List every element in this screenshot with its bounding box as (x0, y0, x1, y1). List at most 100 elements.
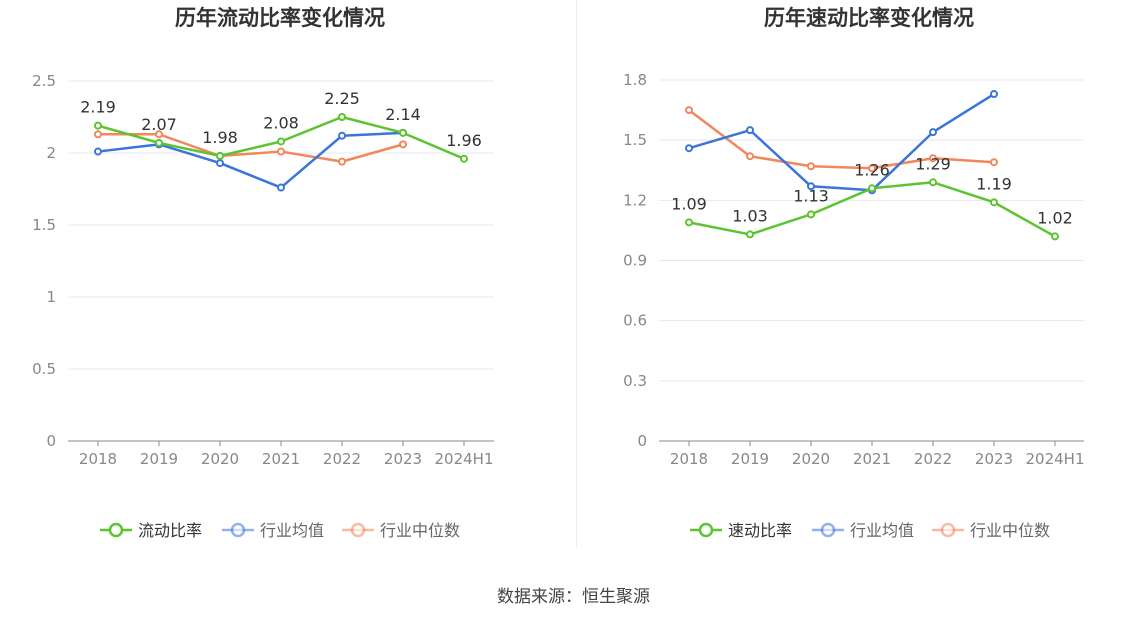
y-tick-label: 0.6 (623, 312, 647, 330)
data-point-industry_median (868, 164, 876, 173)
legend-label: 行业均值 (850, 521, 914, 540)
data-point-company (1051, 232, 1059, 241)
data-point-industry_avg (338, 131, 346, 140)
data-point-industry_avg (216, 159, 224, 168)
legend-marker (820, 522, 836, 538)
legend-marker (350, 522, 366, 538)
data-label: 1.03 (732, 206, 768, 225)
legend-marker (698, 522, 714, 538)
x-tick-label: 2020 (201, 450, 239, 468)
legend-label: 行业中位数 (380, 521, 460, 540)
data-point-company (277, 137, 285, 146)
data-point-company (685, 218, 693, 227)
legend-item-industry_median: 行业中位数 (932, 521, 1050, 540)
y-tick-label: 0 (46, 432, 56, 450)
x-tick-label: 2019 (731, 450, 769, 468)
data-point-company (929, 178, 937, 187)
legend-label: 速动比率 (728, 521, 792, 540)
x-tick-label: 2020 (792, 450, 830, 468)
data-point-industry_avg (929, 128, 937, 137)
data-point-industry_avg (990, 90, 998, 99)
data-label: 1.02 (1037, 208, 1073, 227)
data-point-industry_avg (685, 144, 693, 153)
data-point-industry_median (685, 106, 693, 115)
series-line-industry_median (98, 133, 404, 163)
legend-item-company: 速动比率 (690, 521, 792, 540)
y-tick-label: 0.3 (623, 372, 647, 390)
data-point-industry_avg (277, 183, 285, 192)
y-tick-label: 1.2 (623, 191, 647, 209)
data-point-industry_avg (746, 126, 754, 135)
data-point-company (94, 121, 102, 130)
legend-marker (940, 522, 956, 538)
data-point-company (868, 184, 876, 193)
x-tick-label: 2023 (975, 450, 1013, 468)
data-label: 1.26 (854, 160, 890, 179)
series-line-industry_avg (97, 131, 404, 189)
legend-item-company: 流动比率 (100, 521, 202, 540)
y-tick-label: 1.8 (623, 71, 647, 89)
y-tick-label: 0 (637, 432, 647, 450)
data-point-industry_median (746, 152, 754, 161)
data-point-industry_avg (94, 147, 102, 156)
panel-divider (576, 0, 577, 548)
legend-label: 行业均值 (260, 521, 324, 540)
data-point-company (807, 210, 815, 219)
chart-title: 历年速动比率变化情况 (764, 6, 974, 30)
data-point-industry_median (990, 158, 998, 167)
data-point-industry_median (929, 154, 937, 163)
legend-marker (230, 522, 246, 538)
x-tick-label: 2021 (853, 450, 891, 468)
legend-marker (108, 522, 124, 538)
data-label: 2.07 (141, 115, 177, 134)
data-point-industry_median (155, 130, 163, 139)
data-label: 1.19 (976, 174, 1012, 193)
legend-item-industry_median: 行业中位数 (342, 521, 460, 540)
data-point-industry_median (338, 157, 346, 166)
y-tick-label: 0.9 (623, 252, 647, 270)
x-tick-label: 2018 (79, 450, 117, 468)
x-tick-label: 2023 (384, 450, 422, 468)
x-tick-label: 2018 (670, 450, 708, 468)
data-point-industry_median (399, 140, 407, 149)
x-tick-label: 2022 (914, 450, 952, 468)
chart-panel-1: 历年流动比率变化情况 0 0.5 1 1.5 2 2.5 2018 2019 2020 2021 20… (32, 6, 494, 540)
data-point-company (990, 198, 998, 207)
data-point-industry_avg (807, 182, 815, 191)
x-tick-label: 2022 (323, 450, 361, 468)
data-point-industry_median (94, 130, 102, 139)
data-point-industry_median (807, 162, 815, 171)
y-tick-label: 2 (46, 144, 56, 162)
legend-item-industry_avg: 行业均值 (222, 521, 324, 540)
x-tick-label: 2024H1 (435, 450, 494, 468)
legend-label: 行业中位数 (970, 521, 1050, 540)
data-label: 1.09 (671, 194, 707, 213)
data-point-company (460, 154, 468, 163)
y-tick-label: 1.5 (623, 131, 647, 149)
chart-panel-2: 历年速动比率变化情况 0 0.3 0.6 0.9 1.2 1.5 1.8 2018 2019 202… (623, 6, 1084, 540)
data-label: 1.96 (446, 131, 482, 150)
data-label: 2.25 (324, 89, 360, 108)
x-tick-label: 2019 (140, 450, 178, 468)
data-label: 1.29 (915, 154, 951, 173)
y-tick-label: 1 (46, 288, 56, 306)
series-line-industry_median (688, 109, 995, 170)
series-line-industry_avg (688, 92, 995, 192)
y-tick-label: 2.5 (32, 72, 56, 90)
data-point-company (155, 138, 163, 147)
data-label: 2.14 (385, 105, 421, 124)
legend-label: 流动比率 (138, 521, 202, 540)
data-point-company (399, 128, 407, 137)
chart-title: 历年流动比率变化情况 (175, 6, 385, 30)
data-point-company (338, 113, 346, 121)
x-tick-label: 2021 (262, 450, 300, 468)
x-tick-label: 2024H1 (1026, 450, 1085, 468)
data-label: 2.19 (80, 98, 116, 117)
y-tick-label: 1.5 (32, 216, 56, 234)
data-label: 1.13 (793, 186, 829, 205)
data-point-company (746, 230, 754, 239)
data-point-industry_median (277, 147, 285, 156)
data-label: 2.08 (263, 113, 299, 132)
y-tick-label: 0.5 (32, 360, 56, 378)
